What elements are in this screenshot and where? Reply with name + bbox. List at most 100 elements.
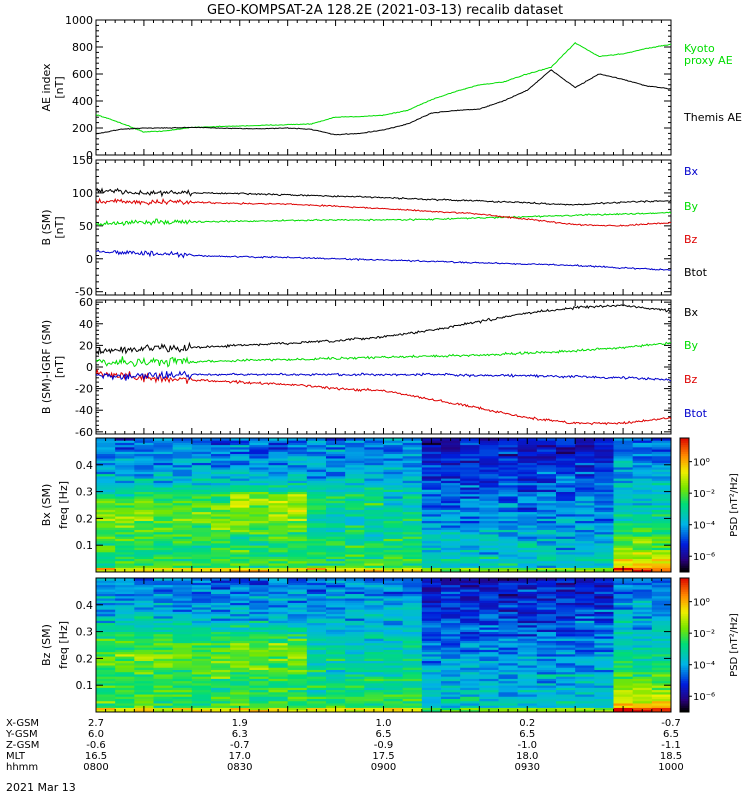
bz_psd-cell — [211, 640, 231, 644]
bx_psd-cell — [517, 458, 538, 461]
bz_psd-cell — [191, 687, 212, 691]
bz_psd-colorbar-step — [680, 598, 689, 601]
bx_psd-cell — [460, 513, 480, 517]
bx_psd-cell — [153, 460, 174, 463]
bz_psd-cell — [575, 604, 595, 608]
bx_psd-cell — [172, 507, 193, 510]
bx_psd-cell — [383, 455, 404, 459]
bz_psd-cell — [172, 645, 193, 648]
bz_psd-cell — [594, 593, 614, 597]
bz_psd-colorbar-step — [680, 658, 689, 662]
bx_psd-cell — [383, 536, 404, 539]
bx_psd-cell — [498, 534, 519, 537]
bx_psd-cell — [402, 489, 423, 492]
bz_psd-cell — [556, 620, 576, 624]
bx_psd-cell — [402, 480, 423, 484]
bz_psd-colorbar-tick-label: 10⁻² — [693, 629, 715, 640]
bx_psd-cell — [632, 545, 653, 548]
bx_psd-cell — [326, 551, 346, 555]
bx_psd-colorbar-step — [680, 563, 689, 566]
bx_psd-cell — [402, 538, 423, 542]
bx_psd-cell — [594, 542, 614, 546]
bx_psd-cell — [326, 554, 346, 557]
bz_psd-cell — [211, 636, 231, 639]
bx_psd-cell — [517, 451, 538, 455]
bx_psd-cell — [249, 471, 269, 475]
bz_psd-cell — [402, 613, 423, 617]
bz_psd-cell — [115, 589, 135, 592]
bz_psd-cell — [96, 651, 116, 655]
bx_psd-cell — [460, 498, 480, 501]
bz_psd-cell — [651, 607, 672, 610]
bz_psd-cell — [364, 691, 384, 695]
bx_psd-cell — [306, 522, 327, 526]
bz_psd-cell — [287, 696, 308, 699]
bx_psd-cell — [479, 473, 499, 477]
bx_psd-cell — [153, 545, 174, 548]
bx_psd-cell — [556, 534, 576, 537]
bx_psd-cell — [153, 507, 174, 510]
bx_psd-cell — [191, 531, 212, 535]
bz_psd-cell — [306, 589, 327, 592]
bx_psd-cell — [536, 518, 557, 522]
bz_psd-cell — [268, 707, 289, 711]
bx_psd-cell — [249, 507, 269, 510]
bz_psd-cell — [287, 640, 308, 644]
bx_psd-cell — [287, 478, 308, 481]
bx_psd-cell — [134, 498, 154, 501]
bx_psd-cell — [268, 554, 289, 557]
bz_psd-cell — [172, 595, 193, 599]
bz_psd-cell — [115, 685, 135, 688]
bz_psd-cell — [517, 687, 538, 691]
bx_psd-cell — [613, 547, 634, 551]
bz_psd-cell — [517, 598, 538, 601]
bz_psd-cell — [172, 582, 193, 586]
bx_psd-cell — [575, 500, 595, 504]
bz_psd-cell — [632, 638, 653, 641]
bz_psd-cell — [364, 703, 384, 706]
bz_psd-cell — [651, 629, 672, 632]
bz_psd-cell — [556, 653, 576, 657]
bx_psd-cell — [249, 518, 269, 522]
bx_psd-cell — [191, 467, 212, 470]
bx_psd-cell — [421, 487, 442, 490]
bx_psd-cell — [249, 482, 269, 486]
bz_psd-colorbar-step — [680, 649, 689, 653]
bx_psd-cell — [460, 496, 480, 499]
bz_psd-cell — [211, 595, 231, 599]
bz_psd-cell — [421, 703, 442, 706]
bx_psd-cell — [249, 442, 269, 446]
bx_psd-cell — [115, 560, 135, 564]
bx_psd-cell — [230, 509, 250, 513]
bx_psd-cell — [613, 469, 634, 472]
bz_psd-cell — [498, 667, 519, 670]
bx_psd-cell — [479, 449, 499, 452]
bx_psd-cell — [249, 520, 269, 524]
bx_psd-cell — [268, 480, 289, 484]
bz_psd-cell — [632, 691, 653, 695]
bz_psd-cell — [364, 624, 384, 628]
bx_psd-cell — [306, 487, 327, 490]
bz_psd-cell — [613, 696, 634, 699]
bz_psd-cell — [211, 703, 231, 706]
bx_psd-cell — [441, 540, 461, 544]
bx_psd-colorbar-step — [680, 511, 689, 515]
bz_psd-cell — [651, 624, 672, 628]
bx_psd-cell — [115, 525, 135, 528]
bx_psd-cell — [364, 558, 384, 562]
bx_psd-cell — [345, 451, 365, 455]
bx_psd-cell — [211, 458, 231, 461]
bx_psd-cell — [191, 563, 212, 566]
bx_psd-cell — [594, 487, 614, 490]
bz_psd-cell — [613, 647, 634, 650]
bz_psd-cell — [115, 620, 135, 624]
bx_psd-cell — [230, 464, 250, 468]
bx_psd-cell — [345, 505, 365, 508]
bx_psd-cell — [556, 446, 576, 450]
bx_psd-cell — [115, 549, 135, 553]
bx_psd-cell — [613, 522, 634, 526]
bx_psd-cell — [211, 536, 231, 539]
bx_psd-cell — [345, 545, 365, 548]
bx_psd-cell — [421, 534, 442, 537]
bx_psd-cell — [402, 518, 423, 522]
